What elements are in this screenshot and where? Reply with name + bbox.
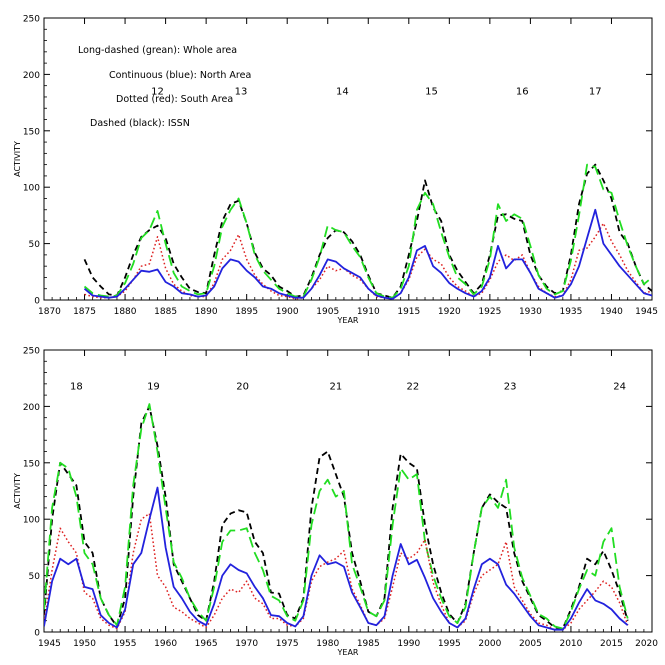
y-tick-label: 0 [34, 297, 40, 307]
legend-north-area: Continuous (blue): North Area [109, 70, 251, 81]
x-tick-label: 2000 [478, 639, 501, 649]
x-tick-label: 2020 [635, 639, 658, 649]
x-tick-label: 2005 [519, 639, 542, 649]
cycle-label: 19 [147, 381, 160, 392]
x-tick-label: 1955 [114, 639, 137, 649]
series-whole [83, 163, 652, 299]
x-tick-label: 1995 [438, 639, 461, 649]
x-tick-label: 1875 [73, 307, 96, 317]
y-tick-label: 150 [23, 459, 40, 469]
x-tick-label: 1960 [154, 639, 177, 649]
x-tick-label: 2010 [559, 639, 582, 649]
cycle-label: 20 [236, 381, 249, 392]
x-tick-label: 1895 [235, 307, 258, 317]
cycle-label: 23 [504, 381, 517, 392]
y-tick-label: 200 [23, 403, 40, 413]
series-south [44, 512, 629, 631]
y-tick-label: 250 [23, 347, 40, 357]
x-tick-label: 1940 [600, 307, 623, 317]
y-tick-label: 100 [23, 184, 40, 194]
cycle-label: 24 [613, 381, 626, 392]
y-tick-label: 200 [23, 71, 40, 81]
x-tick-label: 1970 [235, 639, 258, 649]
series-group [83, 163, 652, 300]
x-tick-label: 1925 [478, 307, 501, 317]
panel-bottom: 1945 1950 1955 1960 1965 1970 1975 1980 1985 1990… [13, 347, 658, 658]
plot-frame [43, 349, 653, 633]
panel-top: 1870 1875 1880 1885 1890 1895 1900 1905 1910 1915… [13, 15, 658, 326]
cycle-label: 13 [235, 87, 248, 98]
legend: Long-dashed (grean): Whole area Continuo… [78, 45, 251, 129]
y-tick-label: 0 [34, 629, 40, 639]
x-tick-label: 1870 [38, 307, 61, 317]
series-north [83, 208, 652, 300]
series-north [44, 486, 629, 631]
x-tick-label: 1890 [195, 307, 218, 317]
x-axis-label: YEAR [337, 316, 359, 325]
x-tick-label: 1935 [559, 307, 582, 317]
cycle-label: 14 [336, 87, 349, 98]
x-tick-label: 1930 [519, 307, 542, 317]
y-axis-label: ACTIVITY [13, 473, 22, 509]
x-tick-label: 1945 [38, 639, 61, 649]
cycle-label: 22 [406, 381, 419, 392]
cycle-label: 16 [516, 87, 529, 98]
x-tick-label: 1910 [357, 307, 380, 317]
series-issn [83, 163, 652, 299]
y-tick-label: 150 [23, 127, 40, 137]
series-group [44, 403, 629, 631]
cycle-label: 15 [425, 87, 438, 98]
x-tick-label: 1900 [276, 307, 299, 317]
y-tick-label: 50 [29, 240, 41, 250]
x-tick-label: 1880 [114, 307, 137, 317]
cycle-label: 21 [329, 381, 342, 392]
series-whole [44, 403, 629, 630]
x-tick-label: 1950 [73, 639, 96, 649]
x-axis-label: YEAR [337, 648, 359, 657]
y-tick-label: 100 [23, 516, 40, 526]
y-tick-label: 250 [23, 15, 40, 25]
x-tick-label: 1915 [397, 307, 420, 317]
legend-south-area: Dotted (red): South Area [116, 94, 233, 105]
x-tick-label: 1945 [635, 307, 658, 317]
x-tick-label: 1975 [276, 639, 299, 649]
x-tick-label: 1980 [316, 639, 339, 649]
y-axis-label: ACTIVITY [13, 141, 22, 177]
x-tick-label: 1985 [357, 639, 380, 649]
cycle-label: 18 [70, 381, 83, 392]
x-tick-label: 1920 [438, 307, 461, 317]
cycle-label: 17 [589, 87, 602, 98]
legend-whole-area: Long-dashed (grean): Whole area [78, 45, 237, 56]
plot-frame [43, 17, 653, 301]
x-tick-label: 1990 [397, 639, 420, 649]
x-tick-label: 1885 [154, 307, 177, 317]
y-tick-label: 50 [29, 572, 41, 582]
x-tick-label: 1965 [195, 639, 218, 649]
legend-issn: Dashed (black): ISSN [90, 118, 190, 129]
cycle-label: 12 [151, 87, 164, 98]
x-tick-label: 2015 [600, 639, 623, 649]
x-tick-label: 1905 [316, 307, 339, 317]
series-issn [44, 405, 629, 630]
